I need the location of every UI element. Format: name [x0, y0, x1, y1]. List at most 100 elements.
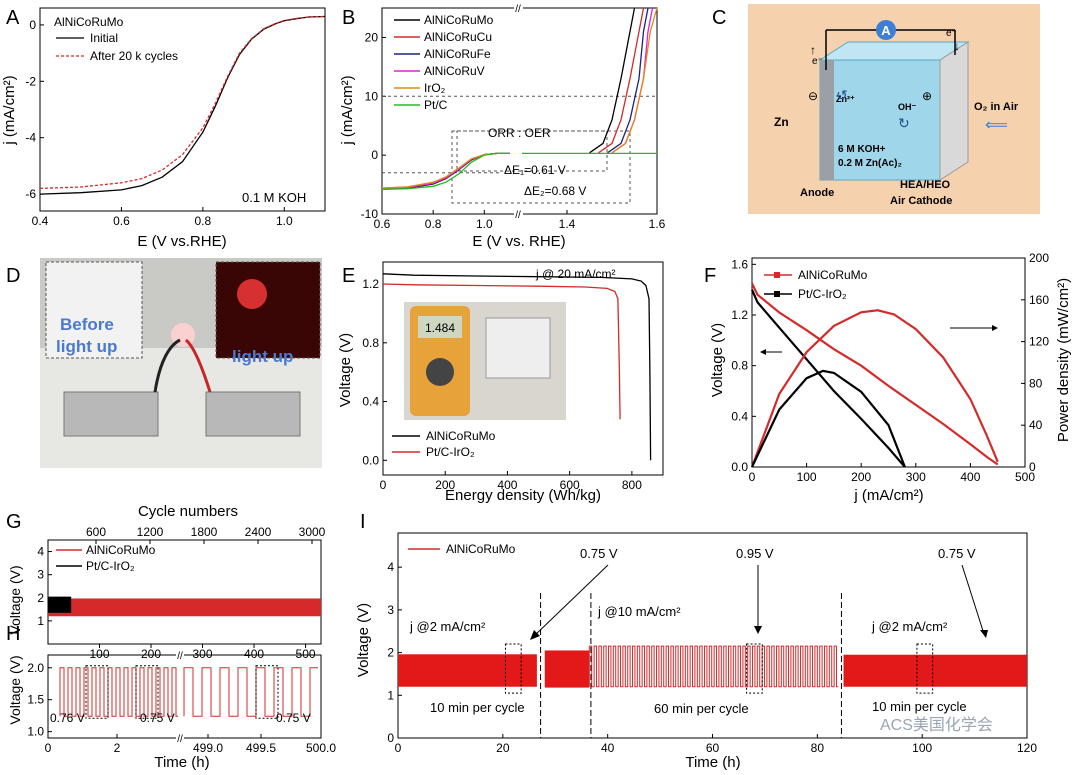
chart-g-ylabel: Voltage (V) — [7, 565, 23, 634]
down-arrow-icon: ↓ — [954, 39, 960, 53]
chart-h-xtick-label: 499.0 — [193, 741, 223, 755]
chart-i-highlight-0 — [504, 643, 522, 694]
chart-b-break-bottom — [514, 211, 523, 217]
chart-a-ytick-label: 0 — [29, 18, 36, 32]
positive-terminal-icon: ⊕ — [922, 89, 932, 103]
panel-letter-f: F — [704, 265, 716, 287]
chart-h-series-right — [183, 667, 318, 717]
chart-b-ytick-label: 0 — [371, 148, 378, 162]
zn-ion-label: Zn²⁺ — [836, 94, 855, 104]
chart-f-frame — [751, 257, 1026, 468]
cycle-arrow-right-icon: ↻ — [898, 115, 910, 131]
chart-i-segment-1 — [544, 650, 590, 688]
chart-h-xtick-label: 0 — [45, 741, 52, 755]
chart-b-ytick-label: 20 — [365, 30, 379, 44]
chart-b-series-3-oer — [611, 7, 654, 154]
ammeter-icon — [876, 20, 896, 40]
panel-c-schematic: A e⁻ e⁻ ↑ ↓ Zn Zn²⁺ OH⁻ ↺ ↻ ⊖ ⊕ O₂ in Ai… — [748, 4, 1040, 214]
panel-a-title: AlNiCoRuMo — [54, 15, 124, 29]
chart-b-legend-label-2: AlNiCoRuFe — [424, 47, 491, 61]
chart-b-xtick-label: 1.4 — [559, 217, 576, 231]
chart-b-series-1-oer — [598, 7, 645, 154]
chart-a-xtick-label: 0.4 — [32, 214, 49, 228]
electrolyte-label-1: 6 M KOH+ — [838, 144, 886, 155]
chart-e-xtick-label: 600 — [560, 478, 580, 492]
chart-h-break-bottom — [176, 735, 184, 741]
multimeter-display — [418, 316, 462, 338]
chart-f-ytick-label: 0.4 — [731, 409, 748, 423]
panel-i-seg2-cycle: 60 min per cycle — [654, 701, 749, 716]
chart-e-legend-label-1: Pt/C-IrO₂ — [426, 445, 475, 459]
panel-letter-h: H — [6, 623, 20, 645]
chart-f-series-3 — [751, 369, 906, 468]
chart-f-left-arrow-head — [760, 349, 766, 355]
chart-e-xtick-label: 400 — [497, 478, 517, 492]
black-lead — [153, 338, 181, 393]
hydroxide-label: OH⁻ — [898, 102, 917, 112]
chart-b-break-top — [514, 5, 523, 11]
negative-terminal-icon: ⊖ — [808, 89, 818, 103]
chart-i-segment-0 — [398, 654, 537, 687]
chart-i-ylabel: Voltage (V) — [355, 603, 372, 677]
chart-g-xtick-top-label: 2400 — [245, 525, 272, 539]
chart-a-ytick-label: -2 — [25, 74, 36, 88]
chart-g-xtick-label: 400 — [244, 647, 264, 661]
chart-f-series-0 — [751, 282, 999, 466]
chart-h-break-mark-top: // — [177, 651, 183, 662]
chart-e-xtick-label: 200 — [435, 478, 455, 492]
chart-i-xtick-label: 60 — [706, 741, 720, 755]
electrolyte-label-2: 0.2 M Zn(Ac)₂ — [838, 158, 902, 169]
panel-d-photo: Before light up light up — [40, 258, 322, 468]
chart-f-ytick-label: 1.6 — [731, 257, 748, 271]
chart-h-highlight-0 — [85, 665, 109, 719]
panel-i-seg2-label: j @10 mA/cm² — [597, 604, 681, 619]
chart-f-legend-label-1: Pt/C-IrO₂ — [798, 287, 847, 301]
panel-i-seg3-label: j @2 mA/cm² — [871, 619, 948, 634]
panel-b-delta-e2: ΔE₂=0.68 V — [524, 184, 586, 198]
chart-f-xlabel: j (mA/cm²) — [853, 487, 923, 504]
chart-i-xtick-label: 0 — [395, 741, 402, 755]
chart-f-xtick-label: 100 — [797, 470, 817, 484]
chart-a-ytick-label: -6 — [25, 187, 36, 201]
chart-a-frame — [39, 7, 326, 212]
charts-layer: 0.4 0.6 0.8 1.00-2-4-6E (V vs.RHE)j (mA/cm²… — [1, 4, 1072, 771]
panel-letter-g: G — [6, 511, 22, 533]
cathode-label-2: Air Cathode — [890, 195, 952, 207]
panel-letter-c: C — [712, 7, 726, 29]
panel-letter-i: I — [360, 511, 366, 533]
chart-a-xtick-label: 0.6 — [113, 214, 130, 228]
chart-b-break-mark-bottom: // — [515, 210, 521, 221]
chart-b-xlabel: E (V vs. RHE) — [472, 233, 565, 250]
chart-b-series-2-oer — [607, 7, 649, 154]
chart-f-xtick-label: 400 — [960, 470, 980, 484]
chart-h-frame — [47, 654, 322, 739]
chart-i-ytick-label: 2 — [387, 646, 394, 660]
chart-b-ylabel: j (mA/cm²) — [339, 75, 356, 145]
panel-letter-d: D — [6, 265, 20, 287]
zn-anode — [820, 60, 834, 180]
chart-f-ytick-right-label: 120 — [1029, 335, 1049, 349]
panel-h-annot-2: 0.75 V — [140, 711, 175, 725]
chart-f-right-arrow-head — [992, 325, 998, 331]
chart-b-xtick-label: 0.6 — [374, 217, 391, 231]
chart-b-legend-label-3: AlNiCoRuV — [424, 64, 485, 78]
chart-f-ytick-right-label: 80 — [1029, 376, 1043, 390]
chart-e-xtick-label: 0 — [380, 478, 387, 492]
chart-e-ytick-label: 0.0 — [362, 453, 379, 467]
chart-e-ytick-label: 0.8 — [362, 336, 379, 350]
chart-h-xtick-label: 2 — [114, 741, 121, 755]
panel-letter-a: A — [6, 7, 20, 29]
chart-h-ytick-label: 2.0 — [27, 661, 44, 675]
panel-i-legend: AlNiCoRuMo — [446, 542, 516, 556]
chart-b-ytick-label: 10 — [365, 89, 379, 103]
chart-f-legend-marker-1 — [774, 291, 780, 297]
chart-g-xtick-top-label: 600 — [86, 525, 106, 539]
before-label-2: light up — [56, 337, 117, 356]
chart-e-xtick-label: 800 — [622, 478, 642, 492]
chart-g-xtick-label: 500 — [296, 647, 316, 661]
chart-g-ytick-label: 4 — [37, 545, 44, 559]
panel-i-v1: 0.75 V — [580, 546, 618, 561]
chart-h-break-top — [176, 652, 184, 658]
zn-label: Zn — [774, 115, 789, 129]
